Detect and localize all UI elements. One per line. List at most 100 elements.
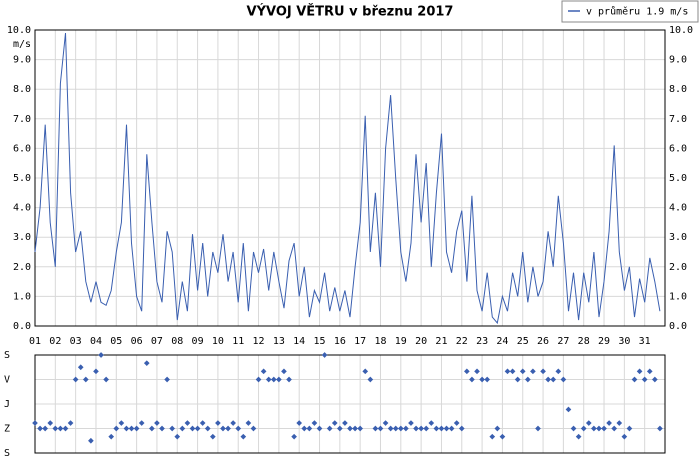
direction-point: [245, 420, 252, 426]
direction-point: [93, 368, 99, 375]
legend-box: [561, 0, 699, 23]
direction-point: [164, 376, 170, 383]
direction-point: [453, 420, 460, 426]
direction-point: [189, 425, 196, 432]
direction-point: [143, 360, 150, 366]
direction-point: [392, 425, 399, 432]
direction-point: [281, 368, 287, 375]
direction-point: [367, 376, 374, 383]
direction-point: [77, 364, 84, 371]
direction-point: [514, 376, 521, 383]
y2-tick-label: 1.0: [669, 291, 687, 302]
x-tick-label: 23: [476, 336, 488, 347]
direction-point: [524, 376, 531, 383]
direction-point: [149, 425, 155, 432]
y2-tick-label: 2.0: [669, 262, 687, 273]
direction-point: [464, 368, 470, 375]
x-tick-label: 09: [192, 336, 204, 347]
direction-point: [159, 425, 165, 432]
direction-point: [413, 425, 419, 432]
direction-point: [631, 376, 638, 383]
x-tick-label: 24: [496, 336, 508, 347]
x-tick-label: 11: [232, 336, 244, 347]
x-tick-label: 07: [151, 336, 163, 347]
direction-point: [443, 425, 450, 432]
plot-frame: [34, 354, 666, 454]
y2-tick-label: 6.0: [669, 143, 687, 154]
direction-point: [489, 433, 496, 440]
direction-point: [504, 368, 511, 375]
direction-point: [169, 425, 176, 432]
direction-point: [194, 425, 201, 432]
direction-point: [448, 425, 455, 432]
direction-point: [306, 425, 313, 432]
direction-point: [560, 376, 567, 383]
direction-point: [98, 352, 104, 358]
direction-point: [362, 368, 369, 375]
x-tick-label: 19: [395, 336, 407, 347]
x-tick-label: 21: [435, 336, 447, 347]
direction-point: [250, 425, 257, 432]
direction-point: [641, 376, 648, 383]
y-tick-label: S: [4, 448, 10, 459]
direction-point: [123, 425, 130, 432]
direction-point: [575, 433, 582, 440]
direction-point: [174, 433, 181, 440]
y2-tick-label: 0.0: [669, 321, 687, 332]
direction-point: [337, 425, 343, 432]
direction-point: [484, 376, 491, 383]
y-tick-label: 4.0: [13, 203, 31, 214]
direction-point: [545, 376, 551, 383]
plot-frame: [34, 29, 666, 327]
direction-point: [499, 433, 506, 440]
y-tick-label: 6.0: [13, 143, 31, 154]
x-tick-label: 10: [212, 336, 224, 347]
direction-point: [397, 425, 404, 432]
x-tick-label: 29: [598, 336, 610, 347]
direction-point: [555, 368, 562, 375]
y-tick-label: 5.0: [13, 173, 31, 184]
direction-point: [301, 425, 308, 432]
direction-point: [260, 368, 267, 375]
x-tick-label: 30: [618, 336, 630, 347]
direction-point: [591, 425, 597, 432]
y-tick-label: 7.0: [13, 114, 31, 125]
direction-point: [270, 376, 277, 383]
y-tick-label: 8.0: [13, 84, 31, 95]
y-tick-label: 2.0: [13, 262, 31, 273]
direction-point: [550, 376, 557, 383]
direction-point: [509, 368, 516, 375]
direction-point: [311, 420, 318, 426]
direction-point: [596, 425, 602, 432]
direction-point: [418, 425, 424, 432]
y2-tick-label: 3.0: [669, 232, 687, 243]
x-tick-label: 16: [334, 336, 346, 347]
x-tick-label: 26: [537, 336, 549, 347]
y2-tick-label: 5.0: [669, 173, 687, 184]
direction-point: [438, 425, 445, 432]
y-tick-label: Z: [4, 424, 10, 435]
direction-point: [199, 420, 206, 426]
direction-point: [621, 433, 628, 440]
y2-tick-label: 7.0: [669, 114, 687, 125]
direction-point: [82, 376, 89, 383]
y2-tick-label: 4.0: [669, 203, 687, 214]
direction-point: [128, 425, 135, 432]
direction-point: [113, 425, 120, 432]
x-tick-label: 04: [90, 336, 102, 347]
y-tick-label: 10.0: [7, 25, 31, 36]
direction-point: [209, 433, 216, 440]
direction-point: [179, 425, 186, 432]
x-tick-label: 08: [171, 336, 183, 347]
direction-point: [403, 425, 409, 432]
x-tick-label: 02: [49, 336, 61, 347]
x-tick-label: 22: [456, 336, 468, 347]
direction-point: [469, 376, 475, 383]
direction-point: [235, 425, 242, 432]
y-tick-label: 3.0: [13, 232, 31, 243]
x-tick-label: 20: [415, 336, 427, 347]
direction-point: [118, 420, 125, 426]
direction-point: [377, 425, 384, 432]
direction-point: [565, 406, 572, 413]
